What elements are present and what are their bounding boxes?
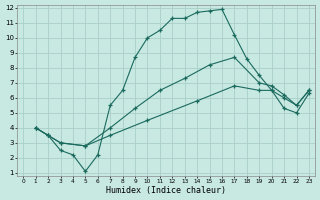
X-axis label: Humidex (Indice chaleur): Humidex (Indice chaleur) — [106, 186, 226, 195]
